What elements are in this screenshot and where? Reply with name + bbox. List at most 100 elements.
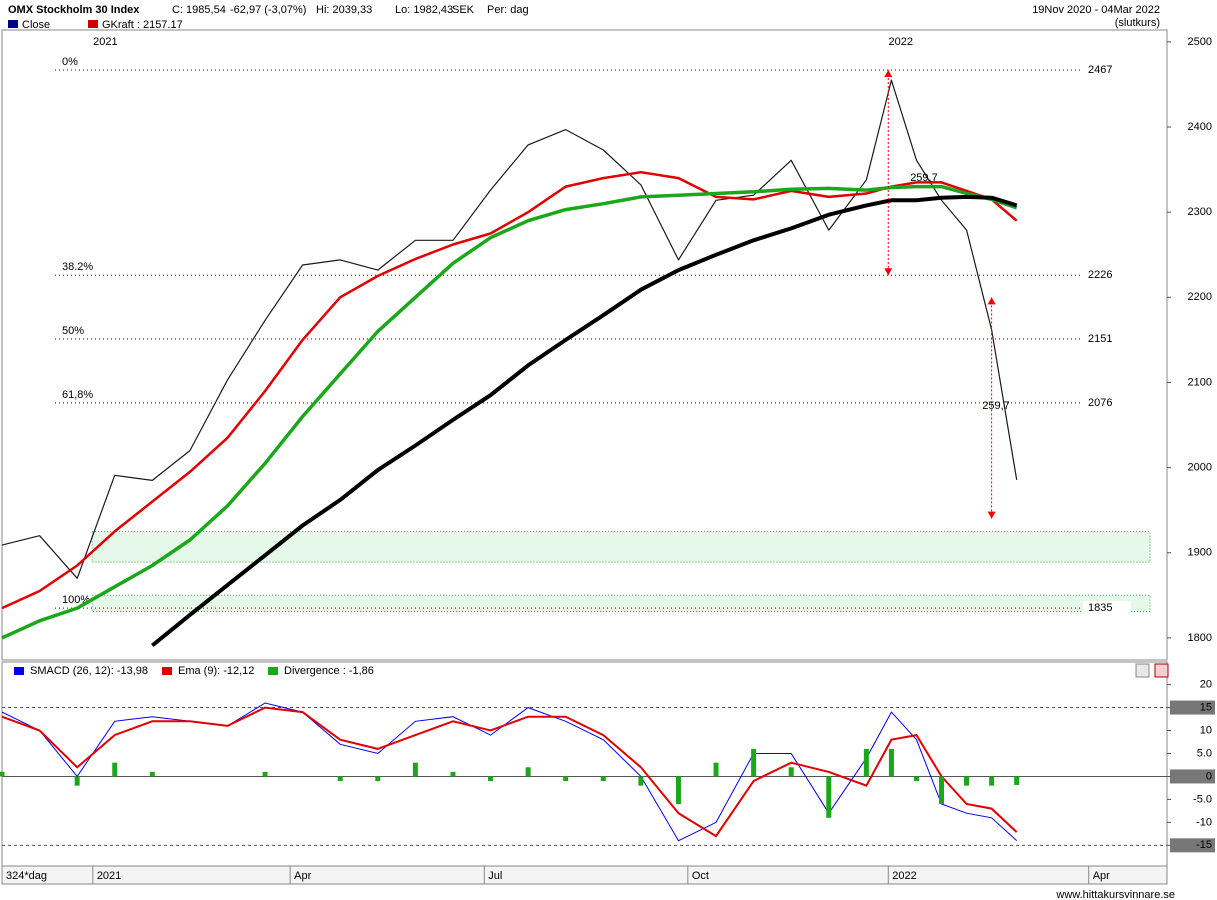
divergence-bar xyxy=(74,776,80,786)
divergence-bar xyxy=(375,776,381,782)
price-line xyxy=(1,79,1018,579)
y-tick-label: 2000 xyxy=(1188,462,1212,474)
y-tick-label: 1800 xyxy=(1188,632,1212,644)
divergence-bar xyxy=(863,748,869,777)
legend-swatch xyxy=(8,20,18,28)
indicator-header: Divergence : -1,86 xyxy=(284,665,374,677)
divergence-bar xyxy=(1014,776,1020,785)
header-text: Hi: 2039,33 xyxy=(316,4,372,16)
divergence-bar xyxy=(412,762,418,777)
header-text: Per: dag xyxy=(487,4,529,16)
y-tick-label: 2500 xyxy=(1188,36,1212,48)
x-tick-label: Oct xyxy=(692,870,709,882)
legend-swatch xyxy=(162,667,172,675)
divergence-bar xyxy=(0,771,5,777)
divergence-bar xyxy=(888,748,894,777)
indicator-header: Ema (9): -12,12 xyxy=(178,665,254,677)
support-zone xyxy=(91,594,1151,612)
y-tick-label: 1900 xyxy=(1188,547,1212,559)
period: 19Nov 2020 - 04Mar 2022 xyxy=(1032,4,1160,16)
divergence-bar xyxy=(713,762,719,777)
x-tick-label: 2022 xyxy=(892,870,916,882)
legend-swatch xyxy=(14,667,24,675)
fib-label: 0% xyxy=(62,56,78,68)
y-tick-label: 5.0 xyxy=(1197,747,1212,759)
fib-value-box xyxy=(1083,63,1131,78)
fib-value-box xyxy=(1083,395,1131,410)
divergence-bar xyxy=(913,776,919,782)
y-tick-label: 10 xyxy=(1200,724,1212,736)
tick-box xyxy=(1170,838,1215,853)
divergence-bar xyxy=(488,776,494,782)
header-text: OMX Stockholm 30 Index xyxy=(8,4,140,16)
price-line xyxy=(1,184,1018,640)
fib-value-box xyxy=(1083,332,1131,347)
support-zone xyxy=(91,530,1151,563)
tick-box xyxy=(1170,700,1215,715)
period-note: (slutkurs) xyxy=(1115,17,1160,29)
header-text: SEK xyxy=(452,4,475,16)
divergence-bar xyxy=(149,771,155,777)
year-label: 2021 xyxy=(93,36,117,48)
y-tick-label: -5.0 xyxy=(1193,793,1212,805)
price-frame xyxy=(1,29,1168,661)
header-text: Lo: 1982,43 xyxy=(395,4,453,16)
divergence-bar xyxy=(638,776,644,786)
divergence-bar xyxy=(450,771,456,777)
legend-swatch xyxy=(88,20,98,28)
fib-value-box xyxy=(1083,601,1131,616)
y-tick-label: 2300 xyxy=(1188,206,1212,218)
indicator-line xyxy=(1,706,1018,838)
divergence-bar xyxy=(525,767,531,777)
divergence-bar xyxy=(262,771,268,777)
divergence-bar xyxy=(788,767,794,777)
y-tick-label: 15 xyxy=(1200,701,1212,713)
close-button[interactable] xyxy=(1154,663,1169,678)
y-tick-label: -10 xyxy=(1196,816,1212,828)
x-tick-label: 2021 xyxy=(97,870,121,882)
header-text: C: 1985,54 xyxy=(172,4,226,16)
price-line xyxy=(151,194,1018,648)
y-tick-label: 0 xyxy=(1206,770,1212,782)
fib-value: 2151 xyxy=(1088,333,1112,345)
watermark: www.hittakursvinnare.se xyxy=(1055,889,1175,900)
indicator-header: SMACD (26, 12): -13,98 xyxy=(30,665,148,677)
fib-label: 61,8% xyxy=(62,389,93,401)
x-tick-label: Jul xyxy=(488,870,502,882)
x-axis-strip xyxy=(1,865,1168,885)
settings-button[interactable] xyxy=(1135,663,1150,678)
fib-value: 1835 xyxy=(1088,602,1112,614)
divergence-bar xyxy=(563,776,569,782)
fib-value-box xyxy=(1083,268,1131,283)
x-tick-label: Apr xyxy=(1093,870,1110,882)
fib-value: 2226 xyxy=(1088,269,1112,281)
y-tick-label: 2400 xyxy=(1188,121,1212,133)
header-text: -62,97 (-3,07%) xyxy=(230,4,306,16)
y-tick-label: 20 xyxy=(1200,678,1212,690)
divergence-bar xyxy=(964,776,970,786)
divergence-bar xyxy=(112,762,118,777)
bars-count: 324*dag xyxy=(6,870,47,882)
divergence-bar xyxy=(751,748,757,777)
divergence-bar xyxy=(675,776,681,804)
legend-label: Close xyxy=(22,19,50,31)
legend-label: GKraft : 2157.17 xyxy=(102,19,183,31)
annotation: 259,7 xyxy=(910,172,938,184)
year-label: 2022 xyxy=(889,36,913,48)
y-tick-label: 2200 xyxy=(1188,291,1212,303)
y-tick-label: 2100 xyxy=(1188,376,1212,388)
annotation: 259,7 xyxy=(982,400,1010,412)
y-tick-label: -15 xyxy=(1196,839,1212,851)
divergence-bar xyxy=(337,776,343,782)
legend-swatch xyxy=(268,667,278,675)
fib-label: 38.2% xyxy=(62,261,93,273)
divergence-bar xyxy=(826,776,832,818)
fib-value: 2076 xyxy=(1088,397,1112,409)
fib-label: 50% xyxy=(62,325,84,337)
divergence-bar xyxy=(939,776,945,804)
tick-box xyxy=(1170,769,1215,784)
x-tick-label: Apr xyxy=(294,870,311,882)
fib-value: 2467 xyxy=(1088,64,1112,76)
